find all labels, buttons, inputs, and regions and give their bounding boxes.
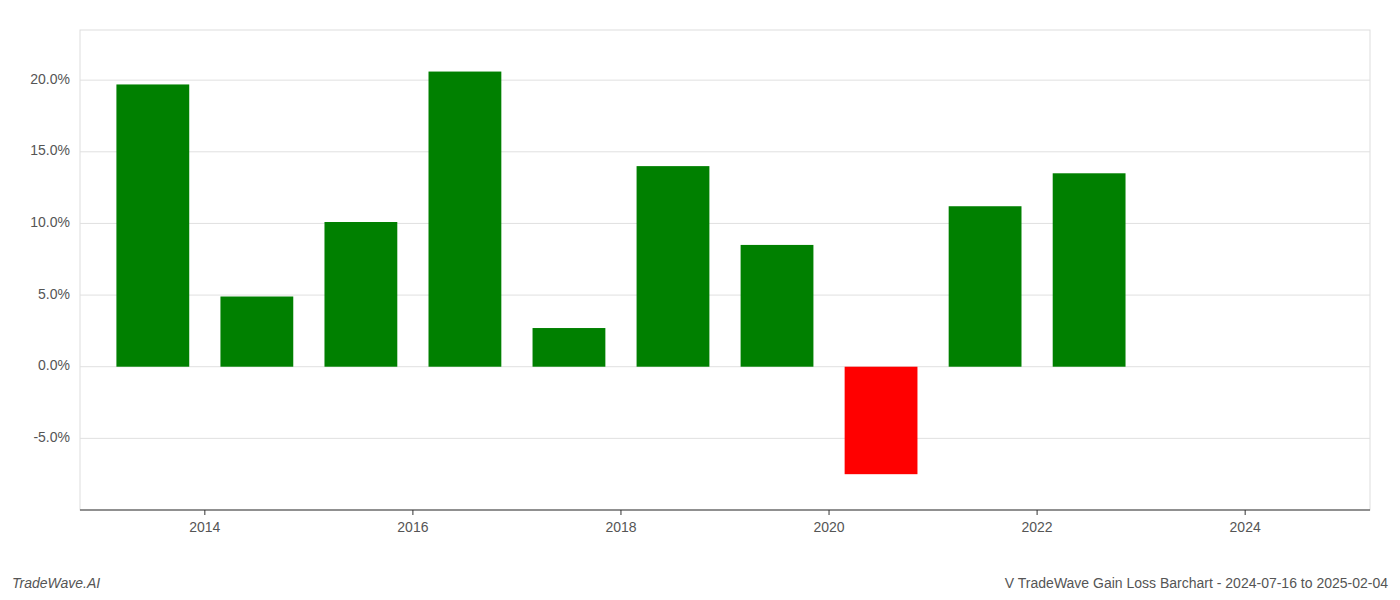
title: V TradeWave Gain Loss Barchart - 2024-07… [1005,575,1388,591]
x-tick-label: 2024 [1230,519,1261,535]
bars [116,72,1125,475]
bar [741,245,814,367]
y-tick-label: 0.0% [38,357,70,373]
grid-line [80,223,1370,224]
bar [429,72,502,367]
plot-frame [80,30,1370,510]
bar [533,328,606,367]
x-tick-label: 2016 [397,519,428,535]
x-axis-line [80,510,1370,511]
bar [1157,366,1230,367]
bar [845,367,918,474]
y-tick-label: 20.0% [30,71,70,87]
y-tick-label: -5.0% [33,429,70,445]
watermark: TradeWave.AI [12,575,100,591]
x-ticks: 2014 2016 2018 2020 2022 2024 [189,510,1261,535]
x-tick-label: 2014 [189,519,220,535]
x-tick [412,510,413,515]
x-tick [1245,510,1246,515]
bar [949,206,1022,366]
x-tick [620,510,621,515]
grid-line [80,295,1370,296]
chart-container: -5.0% 0.0% 5.0% 10.0% 15.0% 20.0% 2014 2016 2018… [0,0,1400,600]
grid-line [80,80,1370,81]
x-tick-label: 2020 [813,519,844,535]
chart-svg: -5.0% 0.0% 5.0% 10.0% 15.0% 20.0% 2014 2016 2018… [0,0,1400,600]
grid-line [80,151,1370,152]
y-tick-label: 15.0% [30,142,70,158]
x-tick [204,510,205,515]
bar [220,297,293,367]
x-tick-label: 2018 [605,519,636,535]
y-grid [80,80,1370,438]
bar [116,84,189,366]
bar [1053,173,1126,366]
x-tick [1037,510,1038,515]
bar [324,222,397,367]
y-tick-label: 5.0% [38,286,70,302]
x-tick [829,510,830,515]
bar [637,166,710,367]
y-tick-label: 10.0% [30,214,70,230]
x-tick-label: 2022 [1022,519,1053,535]
y-tick-labels: -5.0% 0.0% 5.0% 10.0% 15.0% 20.0% [30,71,70,445]
grid-line [80,438,1370,439]
